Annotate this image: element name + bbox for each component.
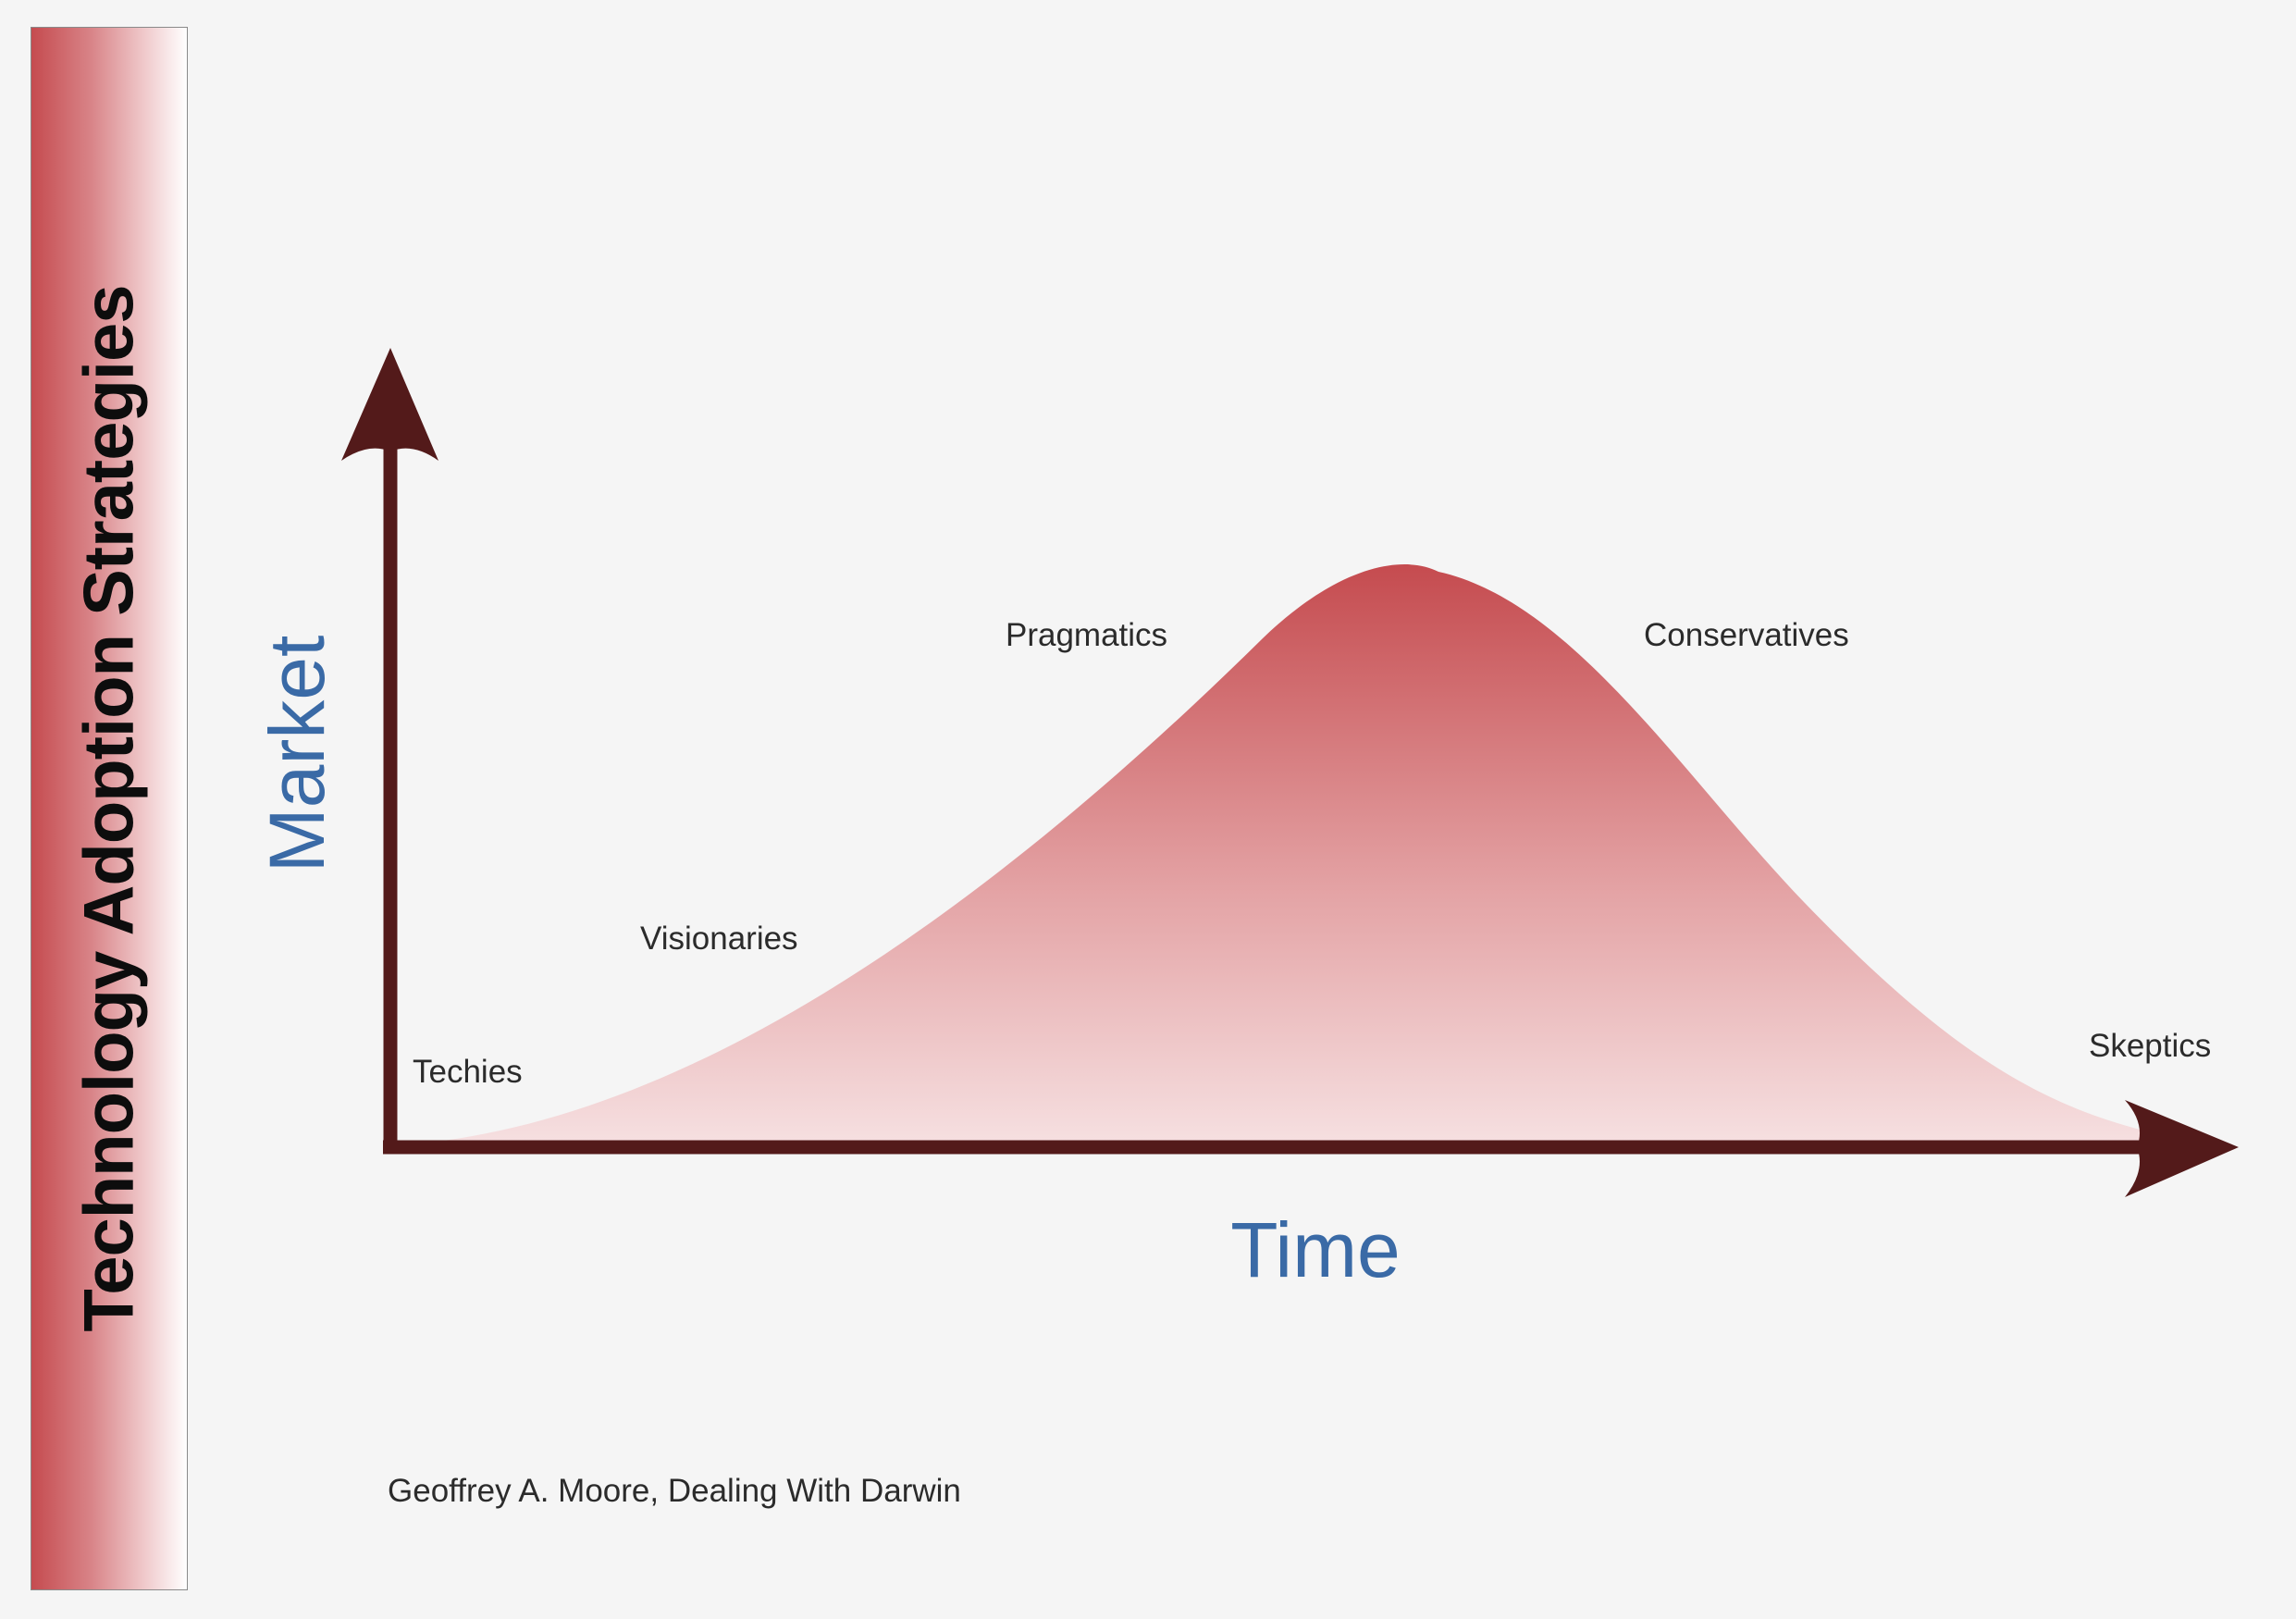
citation-text: Geoffrey A. Moore, Dealing With Darwin — [388, 1473, 961, 1509]
title-sidebar: Technology Adoption Strategies — [31, 27, 188, 1590]
y-axis-arrowhead — [341, 348, 438, 461]
y-axis-label: Market — [253, 636, 340, 873]
segment-label-visionaries: Visionaries — [640, 921, 798, 957]
adoption-bell-curve — [398, 564, 2155, 1145]
segment-label-pragmatics: Pragmatics — [1006, 617, 1167, 653]
segment-label-skeptics: Skeptics — [2089, 1028, 2211, 1064]
x-axis-label: Time — [1230, 1206, 1401, 1293]
segment-label-techies: Techies — [413, 1054, 523, 1090]
x-axis-arrowhead — [2125, 1100, 2239, 1197]
segment-label-conservatives: Conservatives — [1644, 617, 1849, 653]
